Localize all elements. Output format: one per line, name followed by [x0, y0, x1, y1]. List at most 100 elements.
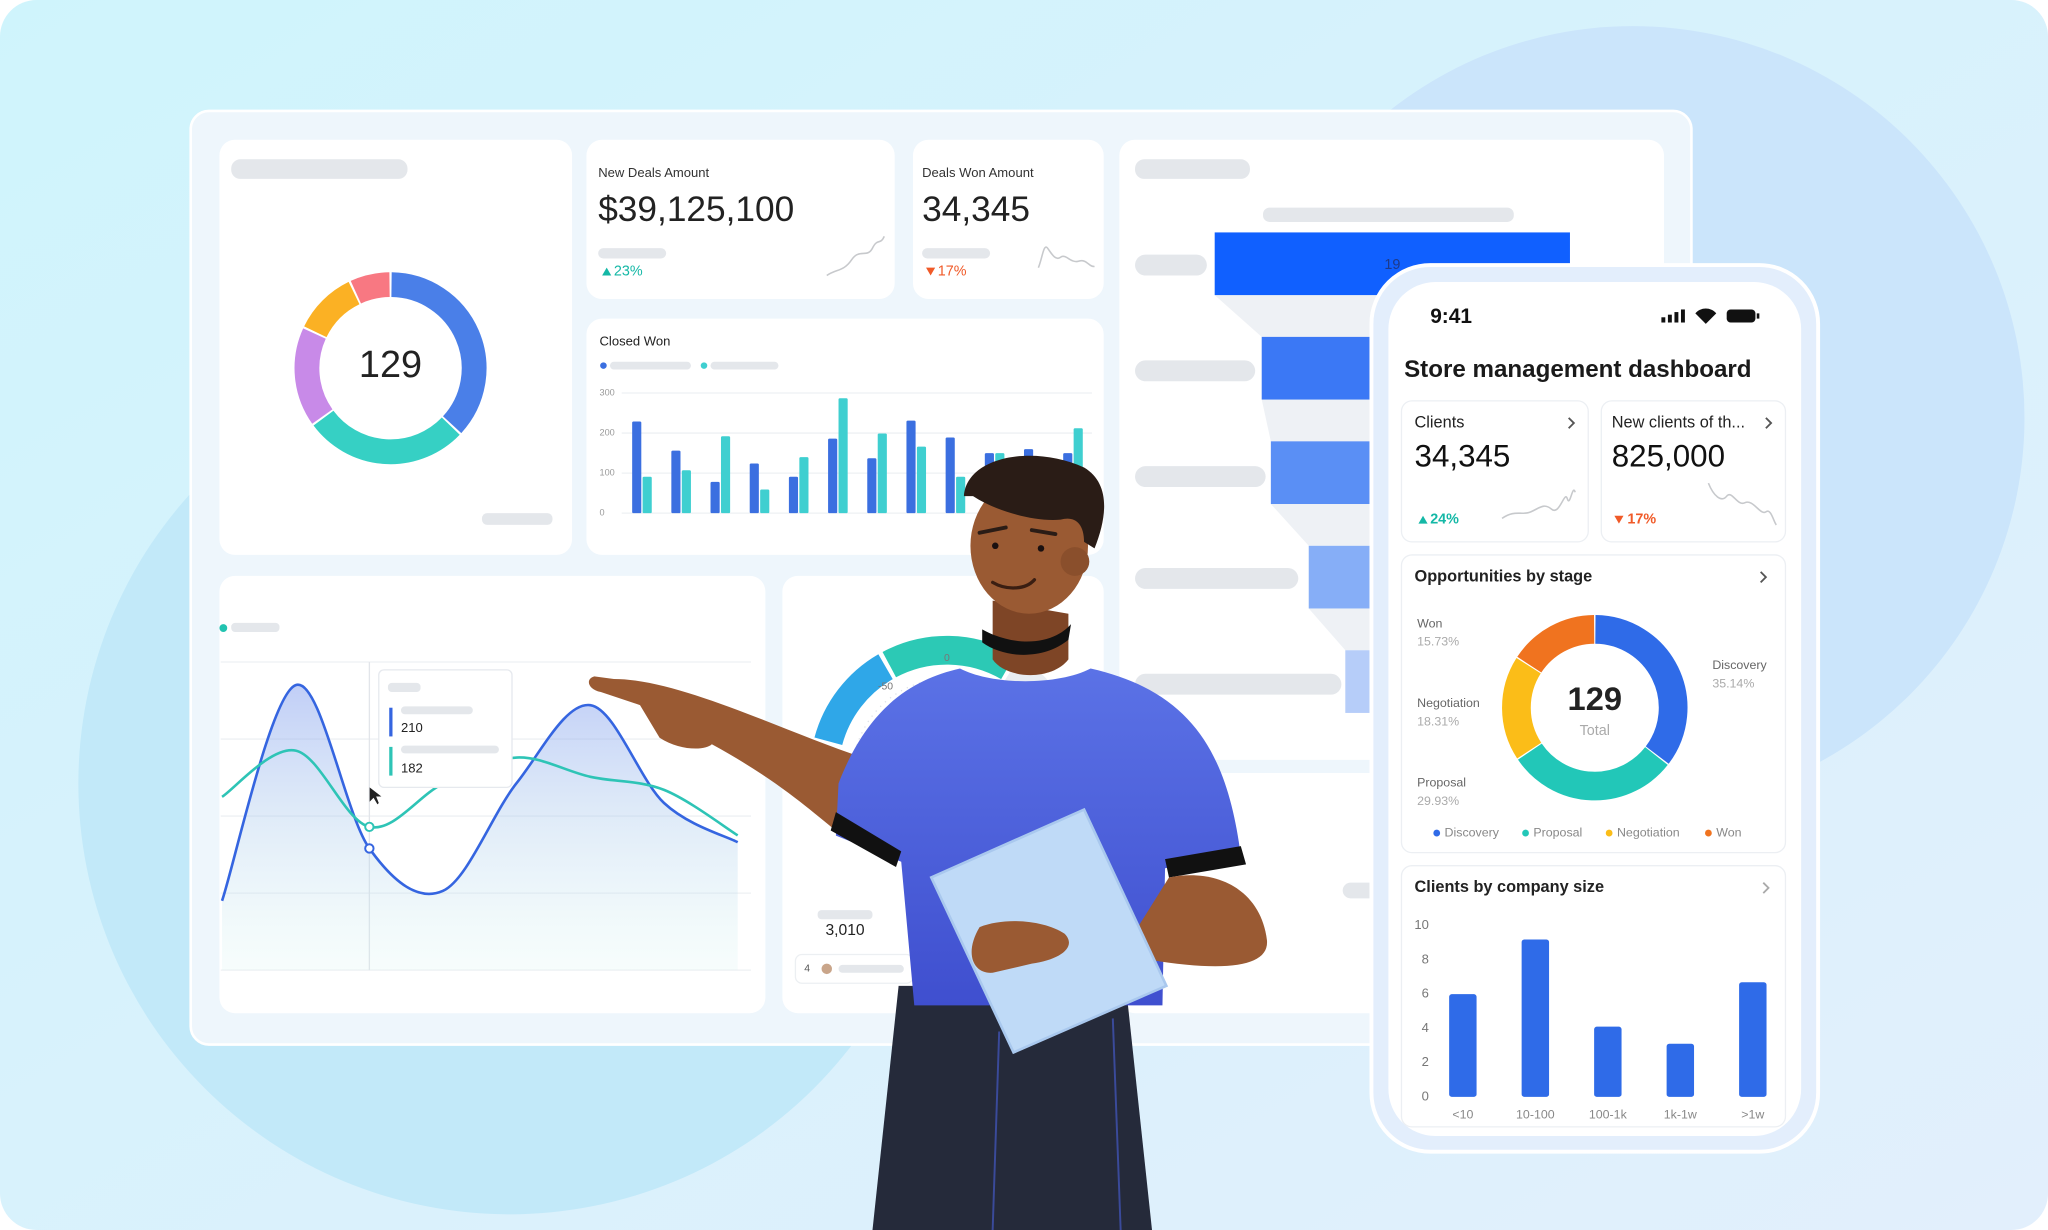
sleeve-band — [830, 812, 1247, 878]
bar-chart: 0 100 200 300 — [600, 387, 1092, 518]
bar — [642, 476, 652, 514]
bar — [671, 450, 681, 514]
placeholder — [1263, 207, 1514, 222]
bar — [867, 458, 877, 514]
donut-segment — [304, 281, 360, 338]
gauge-value: 3,010 — [825, 922, 864, 939]
legend-dot — [1605, 829, 1613, 837]
legend-dot — [1705, 829, 1712, 837]
eyebrows — [977, 525, 1058, 537]
y-tick-label: 4 — [1422, 1020, 1429, 1035]
placeholder — [1135, 360, 1256, 382]
card-value: 825,000 — [1612, 439, 1725, 474]
donut-segment — [1594, 615, 1688, 764]
tooltip-box — [378, 669, 513, 789]
placeholder — [1135, 673, 1342, 695]
card-value: 34,345 — [1415, 439, 1511, 474]
placeholder — [1135, 254, 1207, 276]
donut-chart: Discovery 35.14% Proposal 29.93% Negotiation… — [1417, 615, 1768, 839]
placeholder — [1135, 567, 1299, 589]
chart-title: Closed Won — [600, 334, 671, 349]
phone: 9:41 Store management dashboard Clients … — [1369, 263, 1821, 1154]
kpi-label: Deals Won Amount — [922, 165, 1034, 180]
signal-bar — [1661, 317, 1666, 323]
segment-label: Negotiation — [1417, 696, 1480, 710]
donut-segment — [391, 272, 487, 434]
x-tick-label: 1k-1w — [1664, 1107, 1697, 1121]
y-tick-label: 100 — [600, 468, 615, 478]
placeholder — [231, 622, 280, 632]
bar — [1739, 982, 1767, 1097]
smile — [991, 578, 1037, 590]
x-tick-label: 100-1k — [1589, 1107, 1628, 1121]
down-arrow — [1614, 515, 1624, 524]
kpi-value: $39,125,100 — [598, 190, 794, 229]
card-change: 24% — [1430, 511, 1459, 527]
tooltip-value: 182 — [401, 761, 423, 776]
bar — [1449, 994, 1477, 1097]
y-tick-label: 0 — [600, 508, 605, 518]
kpi-label: New Deals Amount — [598, 165, 709, 180]
kpi-value: 34,345 — [922, 190, 1030, 229]
bar — [788, 476, 799, 514]
card — [912, 139, 1104, 300]
legend-dot — [1433, 829, 1441, 837]
bar — [1521, 939, 1550, 1097]
donut-total-label: Total — [1580, 723, 1610, 739]
gauge-tick: 0 — [944, 653, 950, 664]
placeholder — [598, 248, 667, 259]
signal-bar — [1680, 309, 1685, 323]
sparkline — [1501, 489, 1576, 520]
pants — [872, 985, 1152, 1230]
chevron[interactable] — [1762, 882, 1770, 894]
y-tick-label: 6 — [1422, 986, 1429, 1001]
bar — [632, 421, 642, 514]
card — [219, 139, 573, 555]
bar — [720, 436, 731, 514]
bar — [1594, 1026, 1622, 1097]
signal-bar — [1674, 312, 1679, 323]
neck — [992, 600, 1069, 676]
placeholder — [609, 361, 691, 370]
point — [364, 843, 375, 854]
status-icons — [1661, 308, 1760, 324]
cursor — [369, 787, 382, 805]
placeholder — [1135, 159, 1250, 179]
placeholder — [710, 361, 779, 370]
eye — [992, 542, 999, 550]
placeholder — [231, 159, 408, 179]
card — [1600, 400, 1787, 543]
card-label: New clients of th... — [1612, 413, 1745, 431]
tooltip: 210 182 — [378, 669, 513, 789]
chevron[interactable] — [1760, 571, 1768, 584]
y-tick-label: 200 — [600, 427, 615, 437]
placeholder — [481, 513, 553, 525]
card-change: 17% — [1627, 511, 1656, 527]
status-time: 9:41 — [1430, 305, 1472, 328]
arm — [1136, 875, 1268, 967]
bar — [838, 398, 848, 514]
segment-label: Won — [1417, 616, 1442, 630]
legend-dot — [700, 362, 708, 369]
eye — [1037, 545, 1045, 552]
legend-label: Discovery — [1445, 825, 1500, 839]
placeholder — [1135, 466, 1266, 488]
card — [586, 139, 895, 300]
bar — [749, 463, 759, 514]
person — [588, 455, 1268, 1230]
placeholder — [922, 248, 991, 259]
bar — [681, 470, 691, 514]
avatar — [821, 963, 832, 975]
y-tick-label: 300 — [600, 387, 615, 397]
segment-label: Discovery — [1712, 658, 1767, 672]
hand — [971, 921, 1069, 973]
placeholder — [400, 706, 473, 715]
donut-segment — [1517, 615, 1595, 674]
signal-bar — [1667, 314, 1672, 323]
battery-cap — [1756, 313, 1760, 319]
bar — [956, 476, 966, 514]
chart-title: Opportunities by stage — [1415, 567, 1593, 585]
chevron[interactable] — [1568, 417, 1773, 429]
